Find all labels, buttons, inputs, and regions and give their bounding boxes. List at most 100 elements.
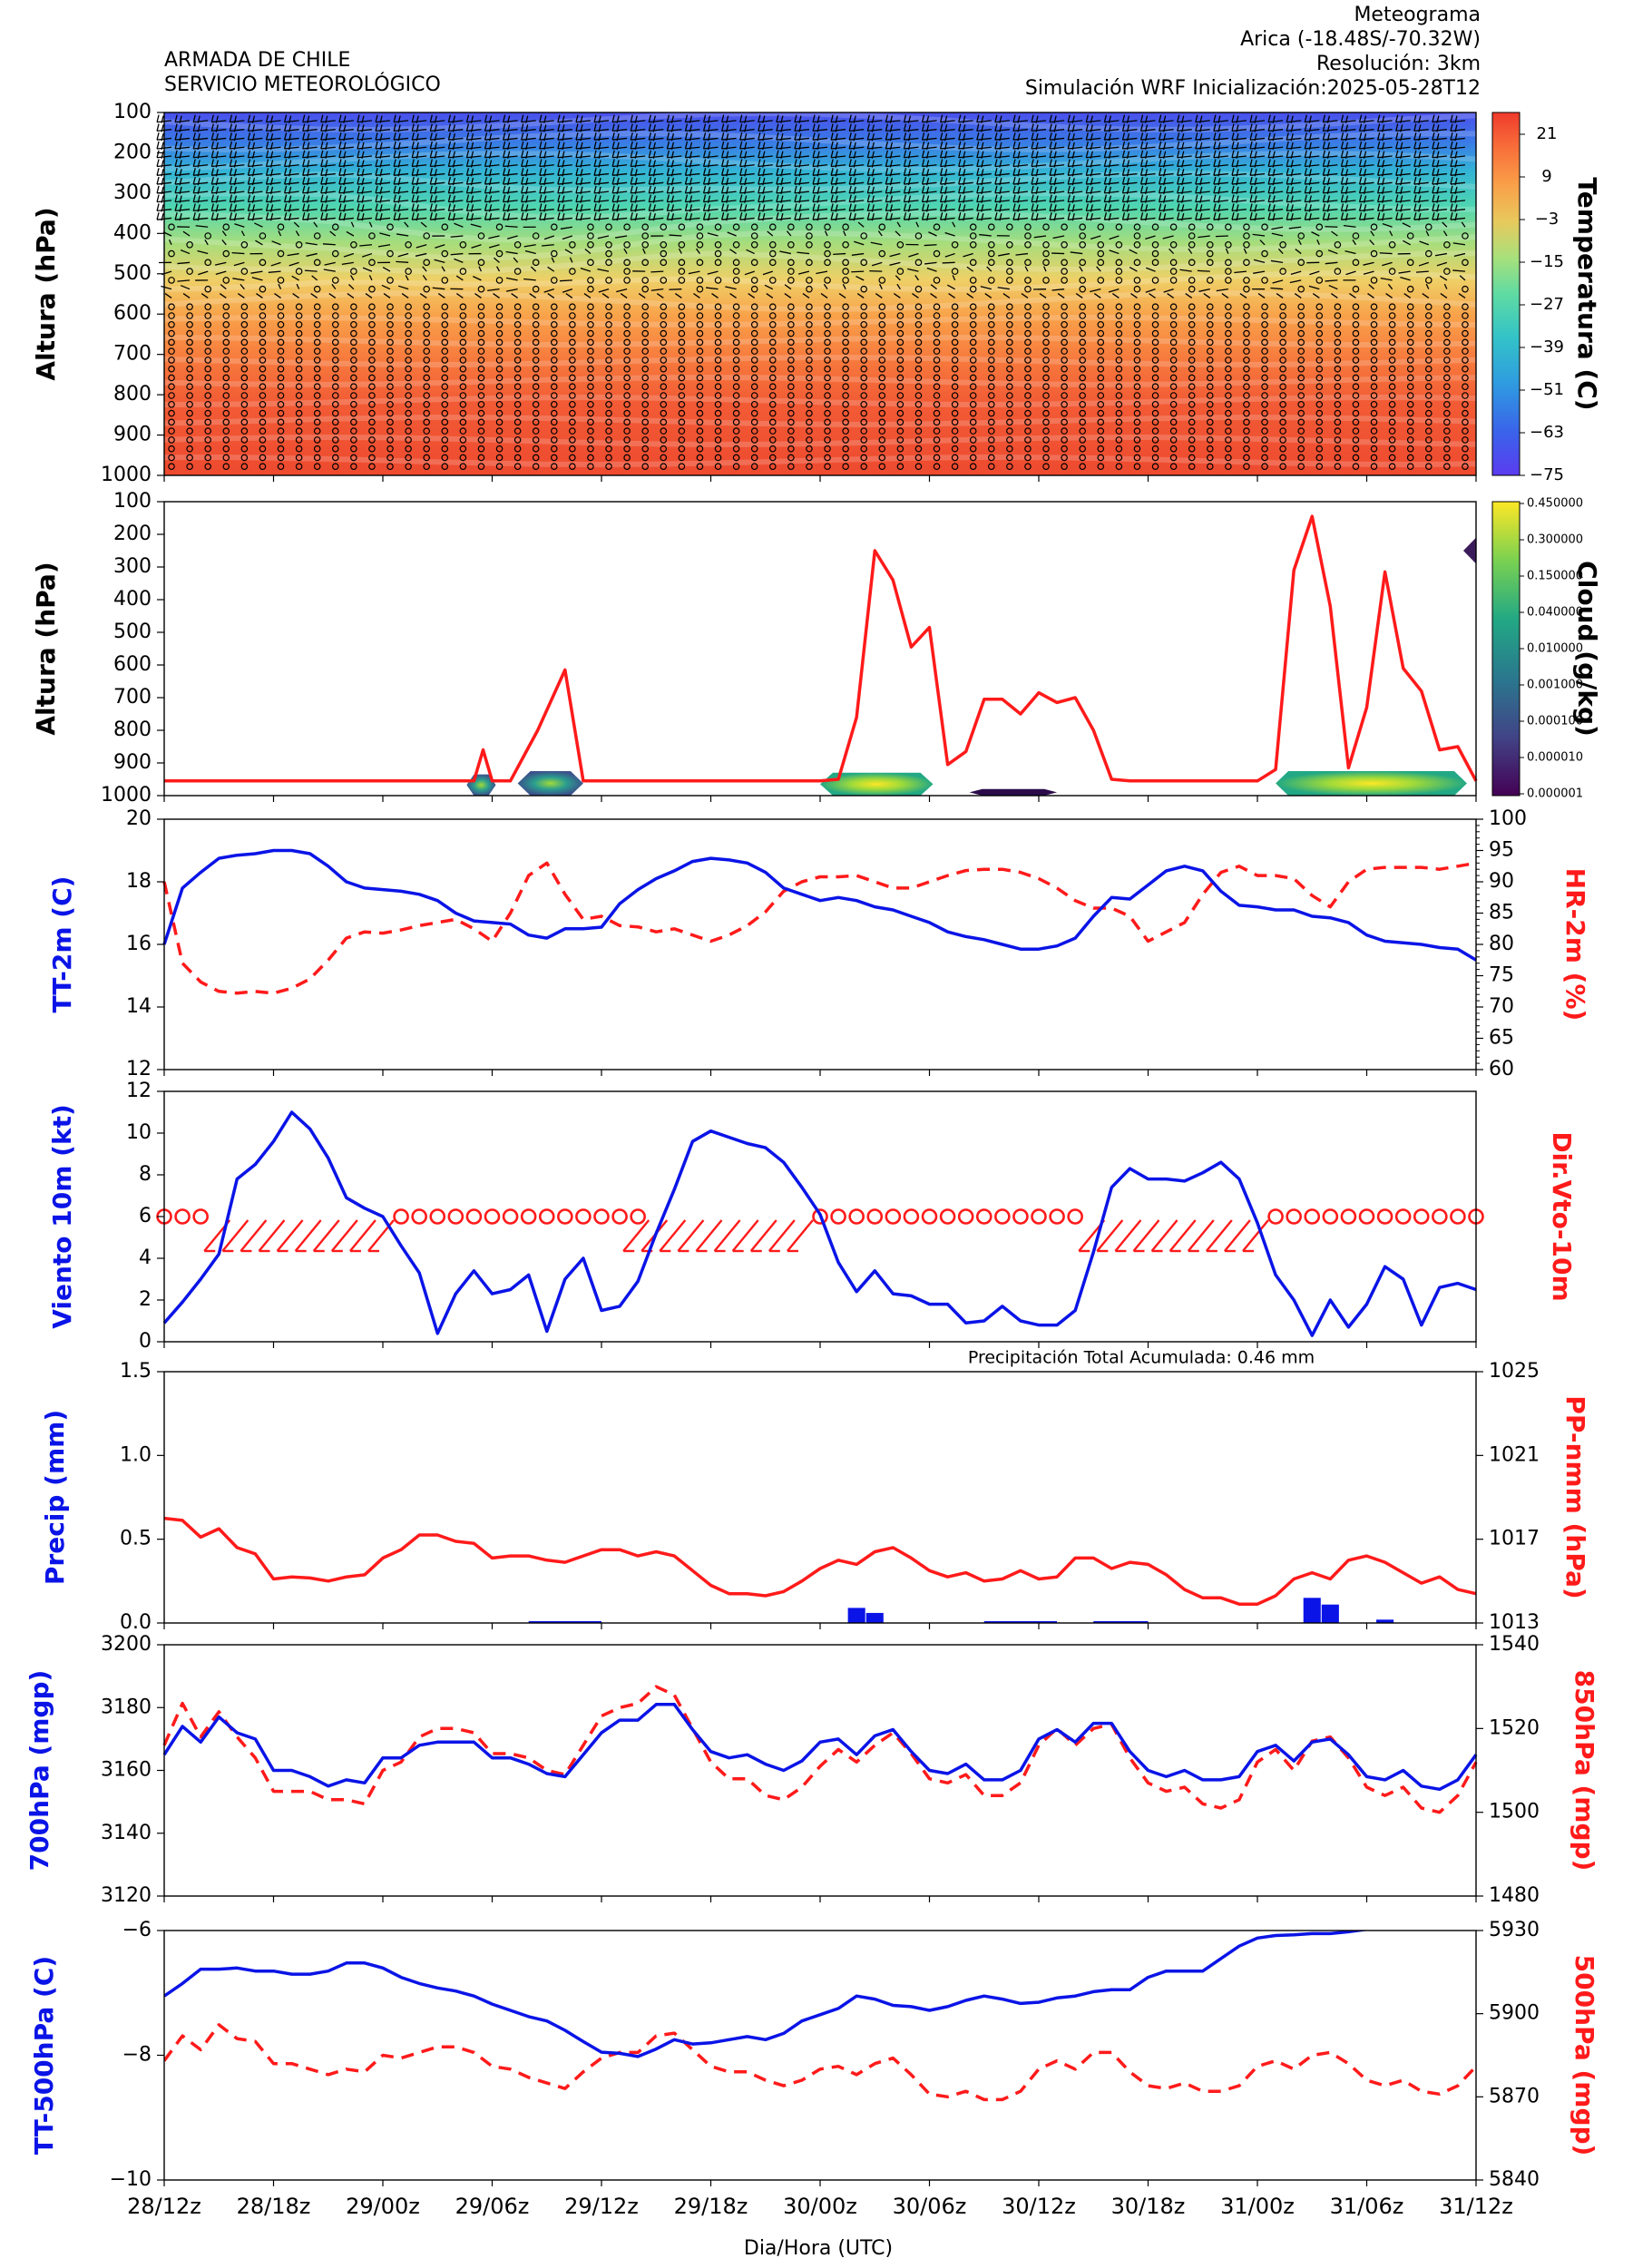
wind-barb-flag (1017, 115, 1021, 123)
calm-wind-marker (1297, 463, 1305, 471)
wind-barb-flag (994, 132, 998, 141)
wind-barb-staff (593, 200, 610, 203)
wind-barb-staff (266, 129, 281, 132)
wind-barb-flag (343, 195, 347, 203)
calm-wind-marker (1462, 303, 1469, 311)
wind-direction-barb (768, 1219, 796, 1252)
wind-barb-staff (435, 244, 445, 249)
calm-wind-marker (441, 223, 449, 231)
wind-barb-staff (867, 200, 883, 203)
wind-barb-staff (1068, 181, 1083, 185)
calm-wind-marker (295, 268, 303, 275)
calm-wind-marker (569, 347, 576, 355)
wind-barb-staff (1249, 209, 1266, 212)
wind-barb-flag (630, 132, 633, 141)
wind-barb-flag (762, 151, 766, 159)
wind-barb-staff (521, 146, 536, 150)
wind-barb-flag (488, 151, 493, 159)
wind-barb-staff (557, 146, 572, 150)
wind-barb-flag (963, 142, 966, 151)
wind-barb-staff (338, 164, 354, 168)
calm-wind-marker (1061, 320, 1068, 328)
wind-barb-flag (1400, 195, 1403, 203)
wind-barb-flag (1067, 141, 1071, 150)
wind-barb-flag (197, 160, 200, 168)
wind-barb-staff (739, 146, 755, 150)
calm-wind-marker (1243, 392, 1250, 399)
wind-barb-flag (1308, 133, 1312, 142)
wind-barb-staff (193, 181, 209, 185)
calm-wind-marker (1297, 303, 1305, 311)
wind-barb-flag (375, 114, 378, 122)
wind-barb-staff (593, 217, 610, 220)
calm-wind-marker (732, 347, 740, 355)
wind-barb-flag (1254, 151, 1257, 159)
wind-barb-flag (634, 151, 638, 159)
wind-barb-staff (560, 226, 572, 230)
calm-wind-marker (441, 427, 449, 435)
calm-wind-marker (987, 303, 995, 311)
wind-barb-flag (762, 124, 766, 132)
wind-barb-staff (1359, 164, 1374, 168)
wind-barb-flag (1090, 213, 1093, 221)
wind-barb-flag (434, 204, 437, 212)
calm-wind-marker (787, 392, 795, 399)
wind-barb-flag (1304, 123, 1307, 132)
wind-barb-staff (430, 120, 445, 123)
wind-barb-flag (379, 115, 383, 123)
wind-barb-flag (830, 185, 834, 194)
wind-barb-flag (411, 150, 415, 158)
calm-wind-marker (1169, 436, 1178, 444)
wind-barb-flag (1108, 151, 1112, 159)
calm-wind-marker (1370, 392, 1378, 399)
wind-barb-flag (611, 212, 615, 220)
wind-barb-flag (1432, 185, 1435, 194)
wind-barb-flag (325, 213, 328, 221)
wind-barb-flag (1053, 151, 1057, 159)
wind-barb-flag (1382, 195, 1385, 203)
wind-barb-flag (1254, 177, 1257, 186)
wind-barb-flag (944, 213, 948, 221)
cloud-colorbar-tick-label: 0.000010 (1527, 751, 1583, 765)
wind-barb-staff (1363, 261, 1374, 266)
wind-barb-flag (1231, 159, 1235, 167)
wind-barb-flag (1181, 186, 1185, 195)
calm-wind-marker (1188, 303, 1196, 311)
wind-direction-calm-marker (1322, 1208, 1339, 1225)
calm-wind-marker (969, 374, 977, 382)
calm-wind-marker (1188, 357, 1196, 364)
wind-direction-calm-marker (1394, 1208, 1412, 1225)
calm-wind-marker (168, 223, 175, 231)
wind-barb-staff (1413, 120, 1429, 123)
calm-wind-marker (331, 427, 339, 435)
wind-barb-staff (1104, 146, 1120, 150)
wind-barb-flag (666, 159, 670, 167)
wind-barb-flag (776, 212, 779, 220)
calm-wind-marker (1061, 400, 1068, 408)
calm-wind-marker (824, 312, 831, 319)
wind-barb-staff (1341, 137, 1356, 141)
calm-wind-marker (768, 347, 777, 355)
calm-wind-marker (1462, 400, 1469, 408)
calm-wind-marker (513, 329, 522, 337)
wind-barb-flag (981, 115, 984, 123)
calm-wind-marker (569, 418, 576, 426)
calm-wind-marker (1388, 374, 1396, 382)
wind-barb-staff (1297, 239, 1302, 246)
calm-wind-marker (951, 357, 959, 364)
wind-barb-staff (430, 209, 445, 212)
calm-wind-marker (350, 329, 357, 337)
wind-barb-staff (1432, 172, 1447, 176)
wind-barb-flag (1177, 168, 1180, 176)
wind-barb-flag (343, 186, 347, 195)
wind-barb-staff (1050, 209, 1065, 212)
wind-barb-staff (1341, 200, 1356, 203)
wind-barb-flag (361, 177, 365, 186)
calm-wind-marker (1097, 463, 1105, 471)
wind-barb-flag (907, 124, 912, 132)
calm-wind-marker (1133, 365, 1141, 373)
calm-wind-marker (641, 383, 650, 391)
calm-wind-marker (313, 303, 321, 311)
calm-wind-marker (750, 338, 758, 347)
wind-barb-staff (505, 277, 518, 281)
